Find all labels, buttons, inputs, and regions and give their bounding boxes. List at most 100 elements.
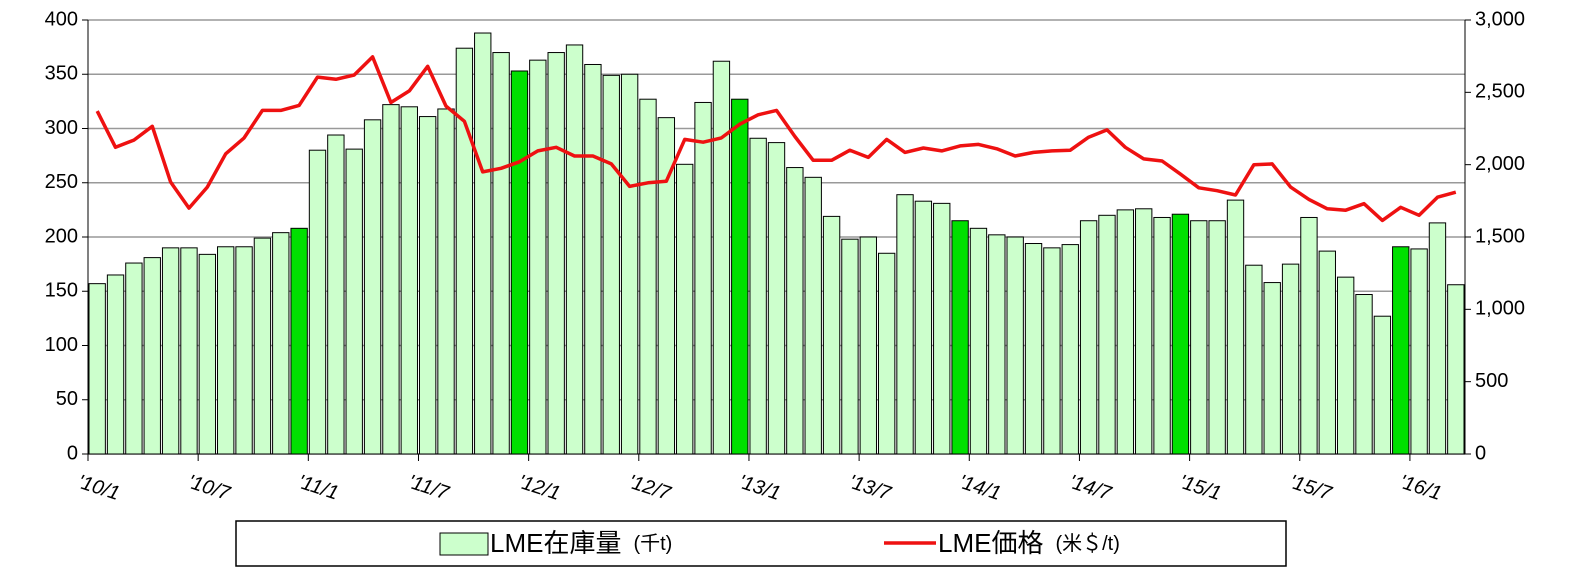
y2-tick-label: 3,000: [1475, 8, 1525, 30]
bar: [951, 220, 969, 455]
y-tick-label: 350: [45, 63, 78, 85]
bar: [1190, 220, 1208, 455]
bar: [1079, 220, 1098, 455]
bar: [859, 236, 877, 455]
y2-tick-label: 500: [1475, 370, 1508, 392]
bar: [694, 101, 712, 455]
bar: [492, 52, 510, 455]
x-tick-label: '10/1: [75, 471, 122, 505]
x-tick-label: '16/1: [1397, 471, 1444, 505]
bar: [363, 119, 382, 455]
bar: [841, 238, 859, 455]
bar: [639, 98, 657, 455]
bar: [712, 60, 731, 455]
x-tick-label: '13/7: [846, 471, 894, 505]
bar: [455, 47, 474, 455]
bar: [933, 202, 951, 455]
bar: [1447, 284, 1465, 455]
bar: [896, 194, 914, 455]
bar: [1318, 250, 1336, 455]
y2-tick-label: 2,500: [1475, 81, 1525, 103]
y-tick-label: 150: [45, 280, 78, 302]
bar: [1336, 276, 1355, 455]
bar: [88, 283, 106, 455]
y2-tick-label: 0: [1475, 442, 1486, 464]
bar: [822, 215, 841, 455]
bar: [786, 167, 804, 455]
bar: [1373, 315, 1392, 455]
bar: [1098, 214, 1116, 455]
x-tick-label: '14/1: [956, 471, 1003, 505]
bar: [437, 108, 455, 455]
y-tick-label: 300: [45, 117, 78, 139]
bar: [731, 98, 749, 455]
bar: [1006, 236, 1024, 455]
bar: [382, 104, 400, 455]
bar: [767, 142, 786, 455]
bar: [418, 116, 437, 455]
bar: [345, 148, 363, 455]
x-tick-label: '12/1: [515, 471, 562, 505]
bar: [143, 257, 161, 455]
bar: [988, 234, 1006, 455]
bar: [290, 227, 308, 455]
bar: [1245, 264, 1263, 455]
bar: [1024, 243, 1043, 455]
bar: [547, 52, 565, 455]
legend-name: LME在庫量: [490, 528, 621, 558]
legend-unit: (米＄/t): [1055, 532, 1119, 555]
bar: [198, 253, 217, 455]
y-tick-label: 100: [45, 334, 78, 356]
bar: [253, 237, 272, 455]
y2-tick-label: 1,000: [1475, 298, 1525, 320]
bar: [1263, 282, 1281, 455]
bar: [217, 246, 235, 455]
bar: [1208, 220, 1226, 455]
legend-label: LME価格 (米＄/t): [938, 528, 1120, 558]
x-tick-label: '12/7: [626, 471, 674, 505]
bar: [1226, 199, 1245, 455]
bar: [1281, 263, 1300, 455]
bar: [584, 63, 602, 455]
x-tick-label: '11/7: [405, 471, 452, 505]
x-tick-label: '14/7: [1066, 471, 1114, 505]
y-tick-label: 200: [45, 225, 78, 247]
legend-name: LME価格: [938, 528, 1043, 558]
bar: [474, 32, 492, 455]
bar: [400, 106, 418, 455]
legend-box: [235, 520, 1287, 567]
bar: [235, 246, 253, 455]
x-tick-label: '13/1: [736, 471, 783, 505]
bar: [510, 70, 529, 455]
bar: [620, 73, 639, 455]
bar: [529, 59, 547, 455]
bar: [161, 247, 180, 455]
x-tick-label: '10/7: [185, 471, 233, 505]
bar: [180, 247, 198, 455]
bar: [749, 137, 767, 455]
bar: [1116, 209, 1135, 455]
bar: [877, 252, 896, 455]
bar: [1043, 247, 1061, 455]
bar: [602, 74, 620, 455]
legend-label: LME在庫量 (千t): [490, 528, 672, 558]
bar: [1300, 216, 1318, 455]
x-tick-label: '15/1: [1176, 471, 1223, 505]
price-line: [95, 55, 1457, 223]
bar: [327, 134, 345, 455]
y-tick-label: 400: [45, 8, 78, 30]
legend-swatch: [439, 532, 489, 556]
bar: [676, 163, 694, 455]
y-tick-label: 0: [67, 442, 78, 464]
bar: [1410, 248, 1428, 455]
x-tick-label: '15/7: [1287, 471, 1335, 505]
bar: [1428, 222, 1447, 455]
bar: [125, 262, 143, 455]
bar: [1061, 244, 1079, 455]
bar: [565, 44, 584, 455]
bar: [272, 232, 290, 455]
bar: [1135, 208, 1153, 455]
bar: [1392, 246, 1410, 455]
bar: [969, 227, 988, 455]
